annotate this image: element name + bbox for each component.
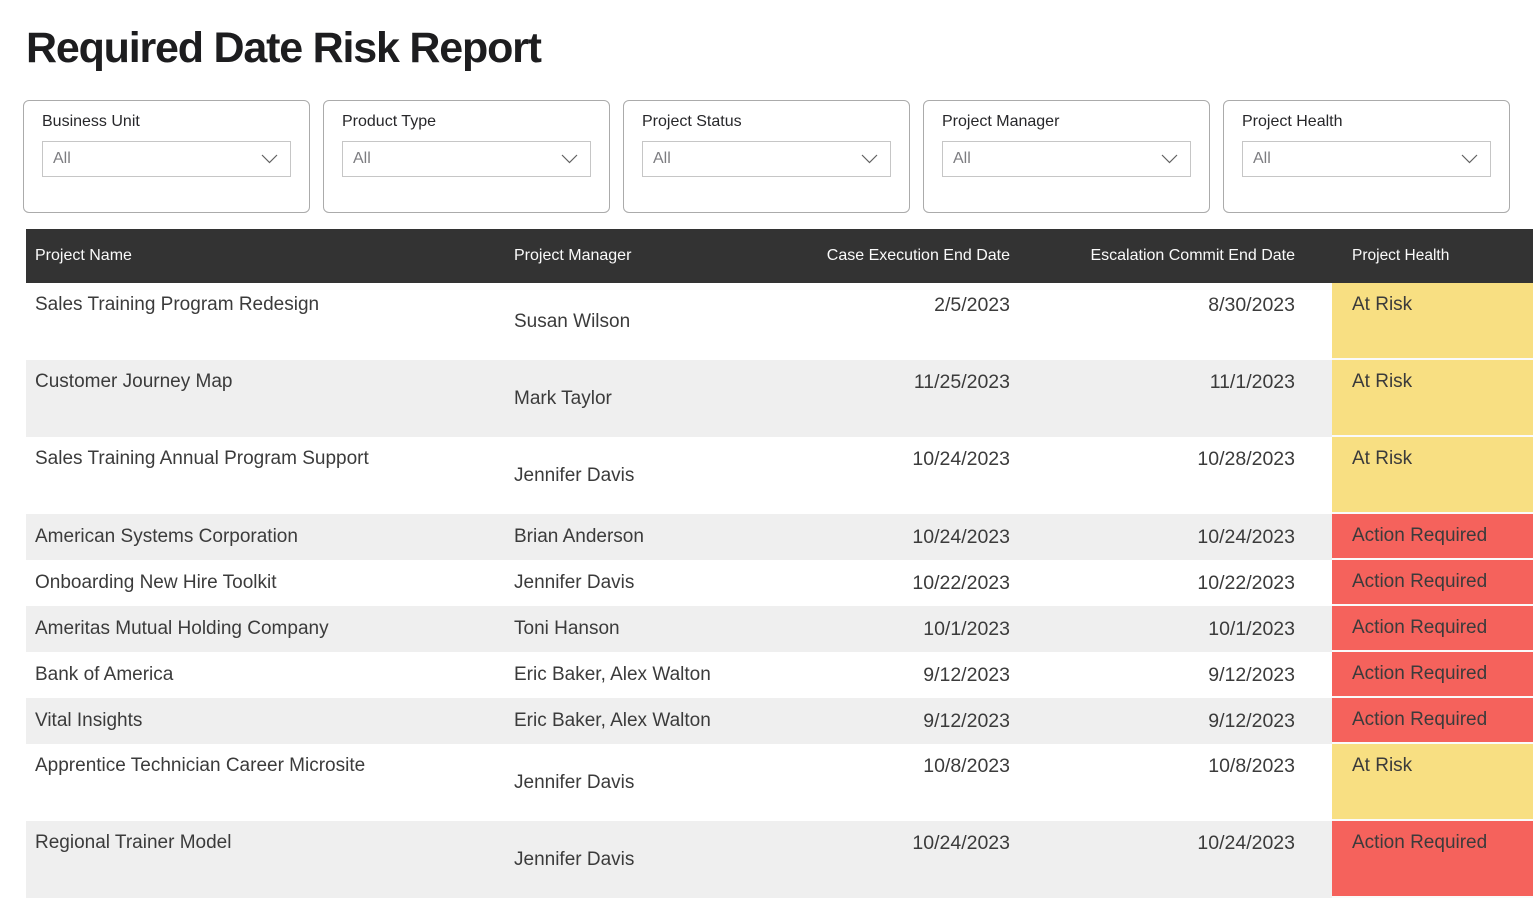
filter-card-project-manager: Project Manager All bbox=[923, 100, 1210, 213]
cell-project-health: At Risk bbox=[1332, 437, 1533, 514]
cell-project-health: Action Required bbox=[1332, 560, 1533, 606]
table-row[interactable]: Sales Training Annual Program Support Je… bbox=[26, 437, 1533, 514]
filter-label: Project Manager bbox=[942, 113, 1060, 130]
report-page: Required Date Risk Report Business Unit … bbox=[0, 24, 1536, 902]
table-row[interactable]: Sales Training Program Redesign Susan Wi… bbox=[26, 283, 1533, 360]
cell-escalation-commit-end-date: 10/8/2023 bbox=[1208, 755, 1295, 777]
table-row[interactable]: Ameritas Mutual Holding Company Toni Han… bbox=[26, 606, 1533, 652]
column-header-project-health[interactable]: Project Health bbox=[1352, 247, 1450, 264]
cell-escalation-commit-end-date: 10/1/2023 bbox=[1208, 617, 1295, 640]
table-row[interactable]: Bank of America Eric Baker, Alex Walton … bbox=[26, 652, 1533, 698]
cell-escalation-commit-end-date: 11/1/2023 bbox=[1209, 371, 1295, 393]
cell-project-name: Sales Training Annual Program Support bbox=[35, 448, 369, 469]
cell-case-execution-end-date: 2/5/2023 bbox=[934, 294, 1010, 316]
cell-project-manager: Jennifer Davis bbox=[514, 464, 635, 486]
table-row[interactable]: American Systems Corporation Brian Ander… bbox=[26, 514, 1533, 560]
cell-project-manager: Jennifer Davis bbox=[514, 572, 635, 593]
chevron-down-icon bbox=[561, 154, 578, 164]
cell-project-name: American Systems Corporation bbox=[35, 526, 298, 547]
cell-project-manager: Mark Taylor bbox=[514, 387, 612, 409]
cell-project-name: Sales Training Program Redesign bbox=[35, 294, 320, 315]
cell-case-execution-end-date: 11/25/2023 bbox=[913, 371, 1010, 393]
filter-selected-value: All bbox=[1253, 150, 1271, 167]
filter-selected-value: All bbox=[53, 150, 71, 167]
cell-case-execution-end-date: 10/8/2023 bbox=[923, 755, 1010, 777]
cell-escalation-commit-end-date: 10/24/2023 bbox=[1197, 832, 1295, 854]
cell-project-manager: Jennifer Davis bbox=[514, 848, 635, 870]
cell-project-manager: Susan Wilson bbox=[514, 310, 631, 332]
filter-selected-value: All bbox=[653, 150, 671, 167]
cell-project-name: Onboarding New Hire Toolkit bbox=[35, 572, 277, 593]
filter-dropdown-project-manager[interactable]: All bbox=[942, 141, 1191, 177]
filter-card-business-unit: Business Unit All bbox=[23, 100, 310, 213]
risk-table: Project Name Project Manager Case Execut… bbox=[26, 229, 1533, 898]
cell-case-execution-end-date: 9/12/2023 bbox=[923, 709, 1010, 732]
page-title: Required Date Risk Report bbox=[26, 24, 542, 72]
chevron-down-icon bbox=[1161, 154, 1178, 164]
cell-case-execution-end-date: 10/24/2023 bbox=[912, 448, 1010, 470]
column-header-case-execution[interactable]: Case Execution End Date bbox=[826, 247, 1010, 264]
filter-label: Project Status bbox=[642, 113, 742, 130]
cell-project-manager: Toni Hanson bbox=[514, 618, 620, 639]
filter-dropdown-product-type[interactable]: All bbox=[342, 141, 591, 177]
table-row[interactable]: Vital Insights Eric Baker, Alex Walton 9… bbox=[26, 698, 1533, 744]
filter-selected-value: All bbox=[953, 150, 971, 167]
chevron-down-icon bbox=[261, 154, 278, 164]
cell-escalation-commit-end-date: 9/12/2023 bbox=[1208, 663, 1295, 686]
filter-selected-value: All bbox=[353, 150, 371, 167]
filter-label: Project Health bbox=[1242, 113, 1343, 130]
filter-label: Product Type bbox=[342, 113, 436, 130]
cell-case-execution-end-date: 10/24/2023 bbox=[912, 525, 1010, 548]
cell-project-name: Ameritas Mutual Holding Company bbox=[35, 618, 329, 639]
filter-dropdown-business-unit[interactable]: All bbox=[42, 141, 291, 177]
filter-label: Business Unit bbox=[42, 113, 140, 130]
column-header-project-name[interactable]: Project Name bbox=[35, 247, 132, 264]
filter-card-project-health: Project Health All bbox=[1223, 100, 1510, 213]
cell-case-execution-end-date: 10/1/2023 bbox=[923, 617, 1010, 640]
table-row[interactable]: Apprentice Technician Career Microsite J… bbox=[26, 744, 1533, 821]
filter-dropdown-project-status[interactable]: All bbox=[642, 141, 891, 177]
cell-escalation-commit-end-date: 8/30/2023 bbox=[1208, 294, 1295, 316]
filter-card-product-type: Product Type All bbox=[323, 100, 610, 213]
cell-project-manager: Brian Anderson bbox=[514, 526, 644, 547]
filter-card-project-status: Project Status All bbox=[623, 100, 910, 213]
cell-project-manager: Eric Baker, Alex Walton bbox=[514, 664, 711, 685]
table-row[interactable]: Customer Journey Map Mark Taylor 11/25/2… bbox=[26, 360, 1533, 437]
cell-escalation-commit-end-date: 10/22/2023 bbox=[1197, 571, 1295, 594]
cell-project-health: At Risk bbox=[1332, 283, 1533, 360]
cell-project-name: Regional Trainer Model bbox=[35, 832, 232, 853]
chevron-down-icon bbox=[1461, 154, 1478, 164]
cell-project-manager: Eric Baker, Alex Walton bbox=[514, 710, 711, 731]
cell-project-manager: Jennifer Davis bbox=[514, 771, 635, 793]
filter-dropdown-project-health[interactable]: All bbox=[1242, 141, 1491, 177]
cell-case-execution-end-date: 9/12/2023 bbox=[923, 663, 1010, 686]
cell-project-name: Customer Journey Map bbox=[35, 371, 233, 392]
table-row[interactable]: Onboarding New Hire Toolkit Jennifer Dav… bbox=[26, 560, 1533, 606]
cell-project-health: At Risk bbox=[1332, 360, 1533, 437]
cell-escalation-commit-end-date: 9/12/2023 bbox=[1208, 709, 1295, 732]
cell-escalation-commit-end-date: 10/28/2023 bbox=[1197, 448, 1295, 470]
cell-project-name: Bank of America bbox=[35, 664, 174, 685]
filter-bar: Business Unit All Product Type All Proje… bbox=[23, 100, 1536, 213]
cell-project-name: Apprentice Technician Career Microsite bbox=[35, 755, 366, 776]
cell-escalation-commit-end-date: 10/24/2023 bbox=[1197, 525, 1295, 548]
table-body: Sales Training Program Redesign Susan Wi… bbox=[26, 283, 1533, 898]
cell-project-name: Vital Insights bbox=[35, 710, 143, 731]
cell-project-health: Action Required bbox=[1332, 514, 1533, 560]
cell-project-health: Action Required bbox=[1332, 652, 1533, 698]
cell-project-health: At Risk bbox=[1332, 744, 1533, 821]
cell-case-execution-end-date: 10/22/2023 bbox=[912, 571, 1010, 594]
table-header-row: Project Name Project Manager Case Execut… bbox=[26, 229, 1533, 283]
table-row[interactable]: Regional Trainer Model Jennifer Davis 10… bbox=[26, 821, 1533, 898]
cell-project-health: Action Required bbox=[1332, 698, 1533, 744]
cell-project-health: Action Required bbox=[1332, 606, 1533, 652]
cell-case-execution-end-date: 10/24/2023 bbox=[912, 832, 1010, 854]
chevron-down-icon bbox=[861, 154, 878, 164]
column-header-project-manager[interactable]: Project Manager bbox=[514, 247, 632, 264]
cell-project-health: Action Required bbox=[1332, 821, 1533, 898]
column-header-escalation[interactable]: Escalation Commit End Date bbox=[1090, 247, 1295, 264]
